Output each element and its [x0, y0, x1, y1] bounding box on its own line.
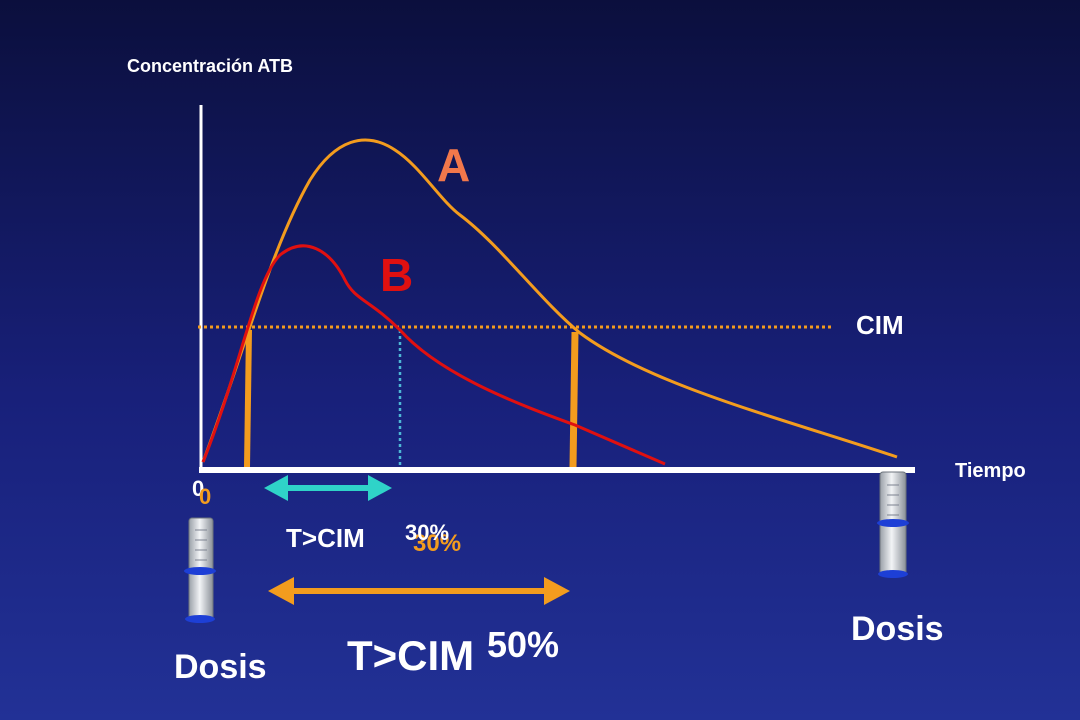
tmic-a-value: 50%	[487, 624, 560, 665]
y-axis-label: Concentración ATB	[127, 56, 294, 76]
mic-cross-marker-a	[569, 331, 579, 468]
tmic-a-label: T>CIM	[347, 632, 475, 679]
tmic-b-value: 30%	[405, 520, 450, 545]
series-b-curve	[201, 244, 666, 466]
tmic-a-arrow	[268, 577, 570, 605]
syringe-icon-right	[877, 471, 909, 578]
tmic-b-value-overlay: 30%	[413, 530, 462, 557]
mic-cross-marker-left	[244, 329, 252, 468]
series-a-label: A	[437, 139, 471, 191]
origin-label: 0	[192, 476, 205, 501]
mic-label: CIM	[856, 310, 904, 340]
dose-label-left: Dosis	[174, 648, 267, 686]
tmic-b-label: T>CIM	[286, 523, 365, 553]
origin-label-overlay: 0	[199, 484, 212, 509]
series-a-curve	[201, 138, 898, 463]
syringe-icon-left	[184, 517, 216, 623]
x-axis-label: Tiempo	[955, 460, 1026, 482]
dose-label-right: Dosis	[851, 610, 944, 648]
series-b-label: B	[380, 249, 414, 301]
tmic-b-arrow	[264, 475, 392, 501]
